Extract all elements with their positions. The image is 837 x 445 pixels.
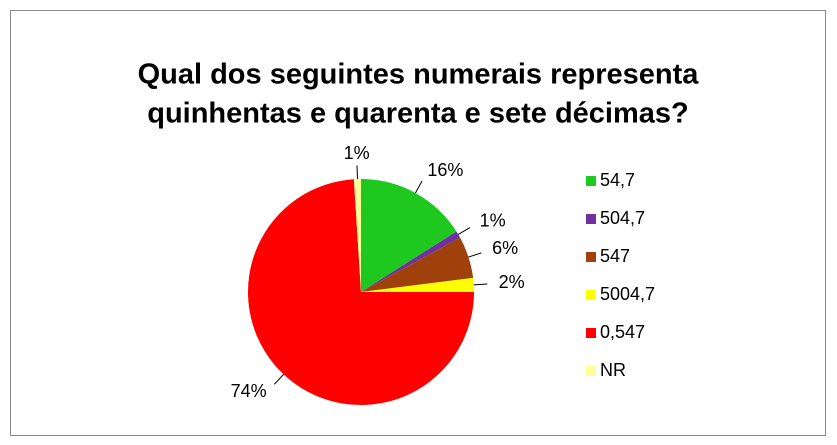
leader-line [468, 252, 482, 258]
legend-swatch [586, 252, 596, 262]
pie-slice [353, 179, 361, 292]
legend-swatch [586, 214, 596, 224]
data-label: 1% [344, 143, 370, 163]
legend-label: 504,7 [600, 208, 645, 228]
chart-title: Qual dos seguintes numerais representa [138, 59, 700, 91]
legend-label: 0,547 [600, 322, 645, 342]
data-label: 6% [492, 238, 518, 258]
legend-label: 5004,7 [600, 284, 655, 304]
leader-line [458, 227, 471, 235]
data-label: 16% [427, 160, 463, 180]
legend-swatch [586, 176, 596, 186]
pie-slice [361, 231, 461, 292]
legend-label: NR [600, 360, 626, 380]
leader-line [473, 283, 488, 286]
leader-line [273, 374, 285, 385]
chart-title: quinhentas e quarenta e sete décimas? [147, 98, 689, 130]
data-label: 1% [480, 211, 506, 231]
pie-slice [361, 277, 474, 292]
legend-label: 54,7 [600, 170, 635, 190]
legend-swatch [586, 366, 596, 376]
data-label: 74% [231, 381, 267, 401]
legend-swatch [586, 328, 596, 338]
pie-slice [361, 237, 474, 292]
pie-slice [247, 179, 474, 405]
data-label: 2% [499, 272, 525, 292]
pie-slice [361, 179, 457, 292]
leader-line [415, 180, 423, 194]
legend-label: 547 [600, 246, 630, 266]
legend-swatch [586, 290, 596, 300]
